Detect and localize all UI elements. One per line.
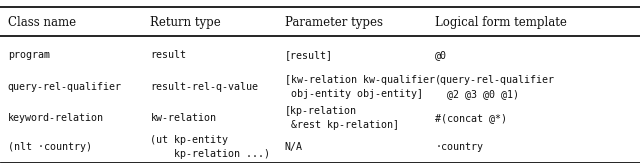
Text: @2 @3 @0 @1): @2 @3 @0 @1): [435, 89, 519, 99]
Text: ·country: ·country: [435, 142, 483, 152]
Text: Return type: Return type: [150, 16, 221, 29]
Text: kw-relation: kw-relation: [150, 113, 216, 123]
Text: @0: @0: [435, 50, 447, 60]
Text: [kp-relation: [kp-relation: [285, 106, 357, 116]
Text: query-rel-qualifier: query-rel-qualifier: [8, 82, 122, 92]
Text: keyword-relation: keyword-relation: [8, 113, 104, 123]
Text: N/A: N/A: [285, 142, 303, 152]
Text: #(concat @*): #(concat @*): [435, 113, 508, 123]
Text: [kw-relation kw-qualifier: [kw-relation kw-qualifier: [285, 75, 435, 85]
Text: (query-rel-qualifier: (query-rel-qualifier: [435, 75, 556, 85]
Text: (nlt ·country): (nlt ·country): [8, 142, 92, 152]
Text: kp-relation ...): kp-relation ...): [150, 149, 270, 159]
Text: &rest kp-relation]: &rest kp-relation]: [285, 120, 399, 130]
Text: obj-entity obj-entity]: obj-entity obj-entity]: [285, 89, 423, 99]
Text: Logical form template: Logical form template: [435, 16, 567, 29]
Text: Parameter types: Parameter types: [285, 16, 383, 29]
Text: program: program: [8, 50, 50, 60]
Text: result-rel-q-value: result-rel-q-value: [150, 82, 259, 92]
Text: [result]: [result]: [285, 50, 333, 60]
Text: Class name: Class name: [8, 16, 76, 29]
Text: (ut kp-entity: (ut kp-entity: [150, 135, 228, 145]
Text: result: result: [150, 50, 186, 60]
